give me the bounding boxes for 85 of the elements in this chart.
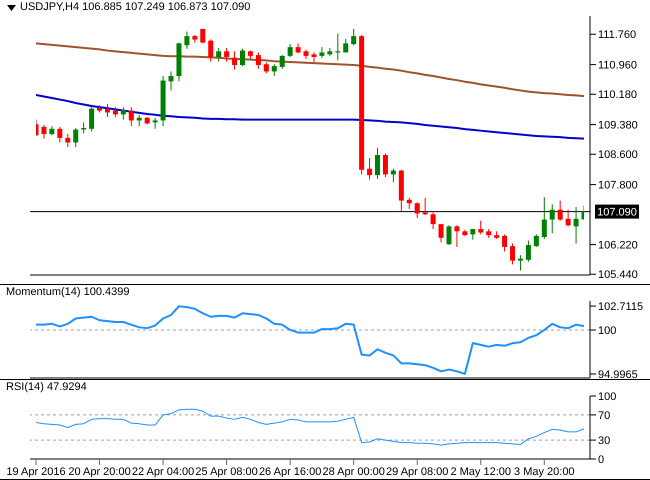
- line-series: [36, 94, 584, 140]
- candlestick: [382, 152, 388, 178]
- x-tick-label: 26 Apr 16:00: [258, 466, 322, 478]
- candlestick: [574, 206, 579, 244]
- x-tick-label: 28 Apr 00:00: [322, 466, 385, 478]
- candlestick: [272, 64, 277, 77]
- candlestick: [65, 134, 70, 148]
- x-tick-label: 25 Apr 08:00: [195, 466, 258, 478]
- line-series: [36, 408, 584, 446]
- candlestick: [351, 28, 356, 46]
- candlestick: [240, 48, 245, 67]
- candlestick: [216, 47, 222, 62]
- x-tick-label: 29 Apr 08:00: [386, 466, 448, 478]
- candlestick: [558, 200, 563, 222]
- candlestick: [120, 106, 126, 120]
- y-tick-label: 30: [598, 435, 610, 448]
- candlestick: [232, 50, 238, 70]
- candlestick: [566, 209, 571, 227]
- y-tick-label: 110.180: [598, 89, 637, 102]
- y-tick-label: 109.380: [598, 120, 638, 132]
- candlestick: [89, 106, 94, 132]
- candlestick: [152, 117, 158, 130]
- candlestick: [470, 228, 476, 240]
- candlestick: [73, 128, 78, 148]
- x-tick-label: 20 Apr 20:00: [68, 466, 131, 478]
- x-tick-label: 3 May 20:00: [514, 466, 575, 478]
- candlestick: [208, 39, 214, 62]
- candlestick: [502, 234, 508, 252]
- candlestick: [256, 52, 261, 70]
- y-tick-label: 100: [598, 390, 616, 403]
- y-tick-label: 100: [598, 324, 616, 337]
- candlestick: [534, 234, 539, 248]
- candlestick: [542, 196, 547, 240]
- chart-title: RSI(14) 47.9294: [6, 381, 87, 393]
- candlestick: [304, 49, 309, 60]
- line-series: [36, 42, 584, 98]
- candlestick: [311, 52, 316, 63]
- candlestick: [224, 47, 230, 62]
- ref-line-label: 107.090: [597, 206, 637, 219]
- candlestick: [510, 242, 516, 265]
- y-tick-label: 102.7115: [598, 300, 644, 313]
- candlestick: [184, 31, 190, 50]
- candlestick: [438, 224, 444, 243]
- candlestick: [454, 224, 460, 248]
- candlestick: [41, 124, 46, 140]
- candlestick: [81, 122, 86, 134]
- candlestick: [128, 106, 134, 127]
- candlestick: [375, 147, 380, 180]
- y-tick-label: 110.960: [598, 60, 637, 72]
- candlestick: [49, 126, 54, 136]
- x-tick-label: 19 Apr 2016: [6, 466, 66, 478]
- candlestick: [136, 114, 142, 127]
- candlestick: [518, 254, 523, 271]
- y-tick-label: 106.220: [598, 240, 638, 252]
- candlestick: [57, 126, 62, 143]
- y-tick-label: 107.800: [598, 180, 638, 192]
- y-tick-label: 105.440: [598, 269, 638, 282]
- candlestick: [280, 54, 285, 70]
- y-tick-label: 94.9965: [598, 368, 638, 381]
- line-series: [36, 305, 584, 375]
- candlestick: [367, 158, 372, 180]
- candlestick: [446, 224, 452, 246]
- candlestick: [343, 38, 348, 53]
- x-tick-label: 22 Apr 04:00: [132, 466, 194, 478]
- candlestick: [200, 28, 206, 44]
- candlestick: [319, 46, 324, 58]
- chart-title: USDJPY,H4 106.885 107.249 106.873 107.090: [20, 1, 250, 13]
- candlestick: [288, 44, 293, 58]
- candlestick: [478, 220, 484, 235]
- candlestick: [104, 104, 110, 118]
- candlestick: [414, 202, 420, 219]
- candlestick: [168, 70, 174, 91]
- y-tick-label: 108.600: [598, 149, 638, 162]
- candlestick: [296, 42, 301, 54]
- candlestick: [390, 168, 396, 183]
- y-tick-label: 111.760: [598, 29, 636, 42]
- candlestick: [550, 204, 555, 234]
- candlestick: [264, 62, 269, 74]
- x-tick-label: 2 May 12:00: [450, 466, 512, 478]
- candlestick: [112, 106, 118, 118]
- y-tick-label: 70: [598, 410, 610, 422]
- chart-title: Momentum(14) 100.4399: [6, 286, 130, 298]
- candlestick: [430, 211, 436, 230]
- candlestick: [526, 240, 531, 262]
- y-tick-label: 0: [598, 454, 604, 466]
